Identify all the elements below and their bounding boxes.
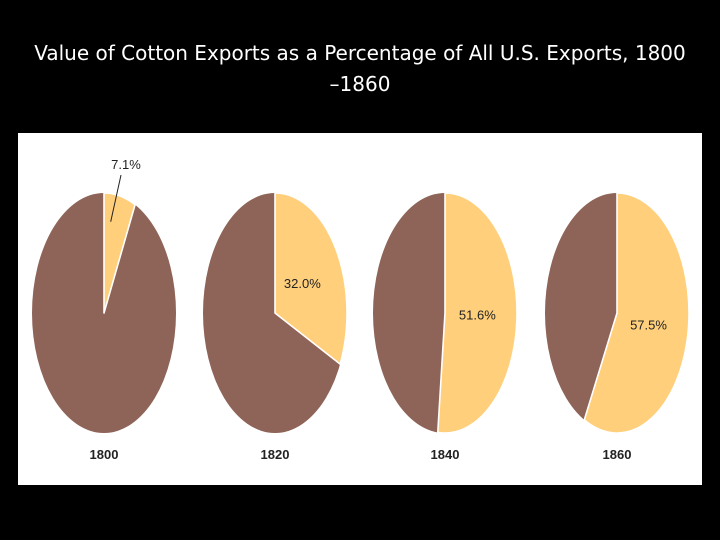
title-line-1: Value of Cotton Exports as a Percentage …	[34, 41, 686, 65]
pie-1800-year-label: 1800	[90, 447, 119, 462]
pie-1860-cotton-slice	[583, 192, 690, 434]
pie-1860-year-label: 1860	[603, 447, 632, 462]
pie-charts: 7.1% 1800 32.0% 1820 51.6% 1840 57.5% 1860	[32, 157, 690, 462]
chart-panel: 7.1% 1800 32.0% 1820 51.6% 1840 57.5% 1860	[18, 133, 702, 485]
pie-1800-label-leader	[110, 174, 122, 222]
pie-1800-percent-label: 7.1%	[111, 157, 141, 172]
title-line-2: –1860	[329, 72, 391, 96]
slide-title: Value of Cotton Exports as a Percentage …	[30, 38, 690, 100]
pie-1840-year-label: 1840	[431, 447, 460, 462]
pie-1820-cotton-slice	[274, 192, 348, 365]
pie-1840-cotton-slice	[436, 192, 518, 434]
pie-1840-percent-label: 51.6%	[459, 308, 496, 323]
pie-1800-cotton-slice	[103, 192, 136, 314]
pie-1820-percent-label: 32.0%	[284, 276, 321, 291]
pie-1820-year-label: 1820	[261, 447, 290, 462]
pie-1860-percent-label: 57.5%	[630, 318, 667, 333]
